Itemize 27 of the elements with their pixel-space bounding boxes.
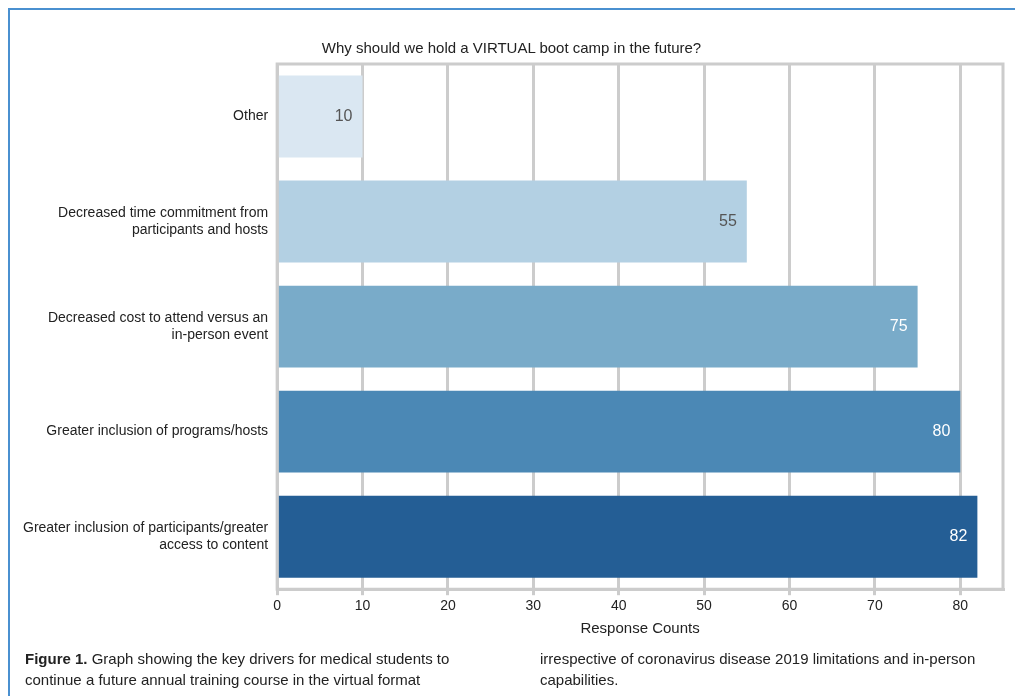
text: Figure 1. Graph showing the key drivers for medical students to continue a future annual training course in the virtual format irrespective of coronavirus disease 2019 limitations and in-person capabilities. [25, 650, 976, 688]
x-tick-label: 70 [867, 597, 883, 614]
x-tick-label: 10 [354, 597, 371, 614]
bar [278, 75, 363, 158]
data-label: 82 [949, 527, 968, 545]
bar [278, 180, 747, 263]
x-tick-label: 80 [952, 597, 969, 614]
x-tick-label: 50 [696, 597, 713, 614]
x-tick-label: 60 [781, 597, 798, 614]
data-label: 10 [334, 106, 353, 124]
x-tick-label: 0 [273, 597, 282, 614]
data-label: 80 [932, 422, 951, 440]
y-tick-label: Greater inclusion of participants/greater access to content [23, 519, 269, 552]
x-tick-label: 30 [525, 597, 542, 614]
chart-title: Why should we hold a VIRTUAL boot camp in the future? [321, 39, 702, 57]
bar [278, 285, 918, 368]
y-tick-label: Decreased time commitment from participants and hosts [58, 204, 269, 237]
x-tick-label: 40 [610, 597, 627, 614]
x-axis-title: Response Counts [580, 619, 700, 637]
bar [278, 390, 961, 473]
bar [278, 495, 978, 578]
y-tick-label: Greater inclusion of programs/hosts [46, 422, 269, 439]
data-label: 55 [719, 211, 737, 229]
x-tick-label: 20 [440, 597, 456, 614]
y-tick-label: Decreased cost to attend versus an in-person event [47, 309, 269, 342]
data-label: 75 [889, 317, 908, 335]
y-tick-label: Other [233, 107, 269, 124]
